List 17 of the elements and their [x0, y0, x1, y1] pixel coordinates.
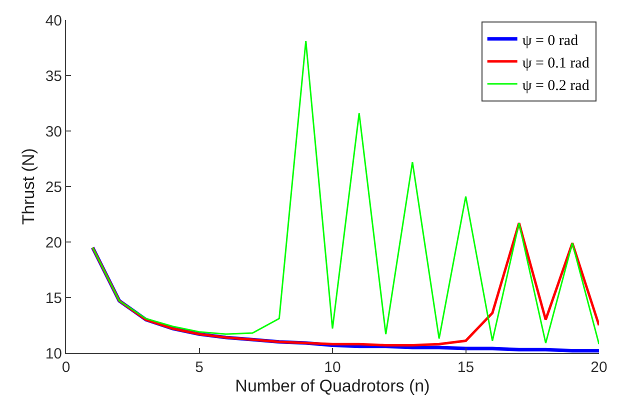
y-tick-label: 25 [45, 178, 62, 196]
x-tick-label: 5 [195, 359, 204, 376]
y-tick-label: 10 [45, 345, 62, 362]
x-tick-label: 20 [590, 359, 608, 376]
x-tick-label: 10 [324, 359, 341, 376]
x-tick-label: 15 [457, 359, 474, 376]
legend-label: ψ = 0.1 rad [522, 55, 590, 72]
y-tick-label: 30 [45, 123, 62, 140]
x-axis-title: Number of Quadrotors (n) [235, 376, 430, 396]
legend-label: ψ = 0.2 rad [522, 78, 590, 94]
y-tick-label: 20 [45, 234, 62, 252]
x-tick-label: 0 [62, 359, 70, 376]
y-tick-label: 35 [45, 68, 62, 85]
legend-label: ψ = 0 rad [522, 32, 579, 49]
y-tick-label: 15 [45, 290, 62, 307]
y-axis-title: Thrust (N) [18, 148, 38, 225]
y-tick-label: 40 [45, 12, 62, 30]
